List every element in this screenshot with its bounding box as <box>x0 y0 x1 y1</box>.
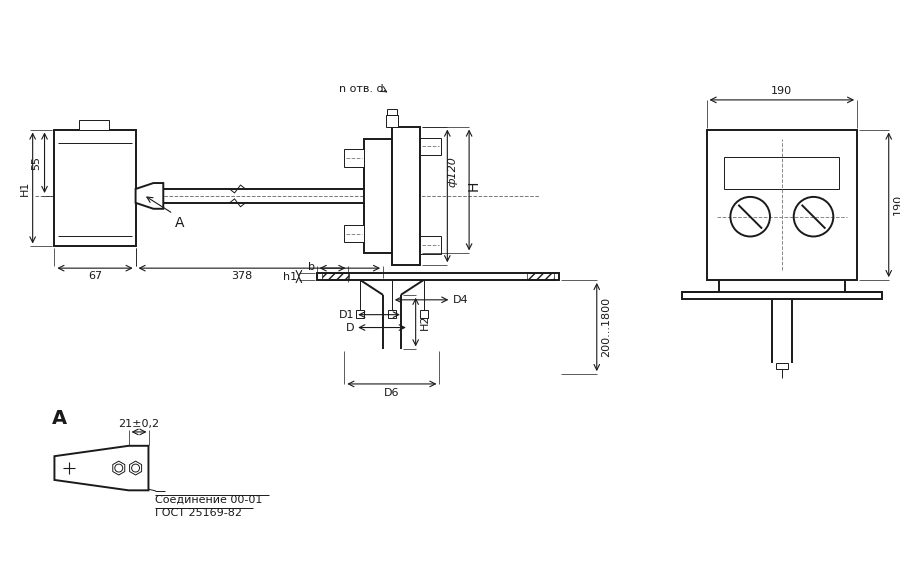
Text: A: A <box>176 216 184 230</box>
Bar <box>388 310 396 318</box>
Text: H1: H1 <box>20 180 30 195</box>
Text: H2: H2 <box>419 314 429 330</box>
Text: 67: 67 <box>88 271 102 281</box>
Text: h1: h1 <box>283 272 297 281</box>
Text: 21±0,2: 21±0,2 <box>119 419 159 429</box>
Bar <box>392 127 419 265</box>
Polygon shape <box>112 461 125 475</box>
Bar <box>682 292 882 299</box>
Bar <box>54 129 136 246</box>
Bar <box>356 310 365 318</box>
Text: ГОСТ 25169-82: ГОСТ 25169-82 <box>156 507 242 518</box>
Text: D1: D1 <box>338 310 355 320</box>
Bar <box>364 138 392 253</box>
Text: 200...1800: 200...1800 <box>600 297 611 357</box>
Bar <box>706 129 857 280</box>
Text: D4: D4 <box>454 295 469 305</box>
Bar <box>776 363 788 369</box>
Bar <box>724 157 839 189</box>
Bar <box>419 237 441 254</box>
Text: H: H <box>467 181 482 191</box>
Bar <box>419 310 428 318</box>
Bar <box>526 273 554 280</box>
Text: 190: 190 <box>771 86 792 96</box>
Bar <box>321 273 349 280</box>
Text: D: D <box>346 323 355 333</box>
Text: D6: D6 <box>384 388 400 398</box>
Text: 190: 190 <box>893 194 900 215</box>
Bar <box>386 115 398 127</box>
Bar <box>137 197 142 200</box>
Bar <box>345 225 364 242</box>
Bar <box>317 273 559 280</box>
Bar <box>137 192 142 195</box>
Bar <box>387 109 397 115</box>
Text: А: А <box>52 409 67 428</box>
Polygon shape <box>130 461 141 475</box>
Text: 378: 378 <box>231 271 253 281</box>
Polygon shape <box>136 183 163 209</box>
Text: n отв. d: n отв. d <box>339 84 384 94</box>
Text: Соединение 00-01: Соединение 00-01 <box>156 495 263 505</box>
Polygon shape <box>54 446 148 490</box>
Bar <box>345 149 364 167</box>
Bar <box>79 120 109 129</box>
Text: 55: 55 <box>32 156 41 170</box>
Text: b: b <box>308 262 315 272</box>
Text: ф120: ф120 <box>447 156 457 186</box>
Bar <box>419 137 441 155</box>
